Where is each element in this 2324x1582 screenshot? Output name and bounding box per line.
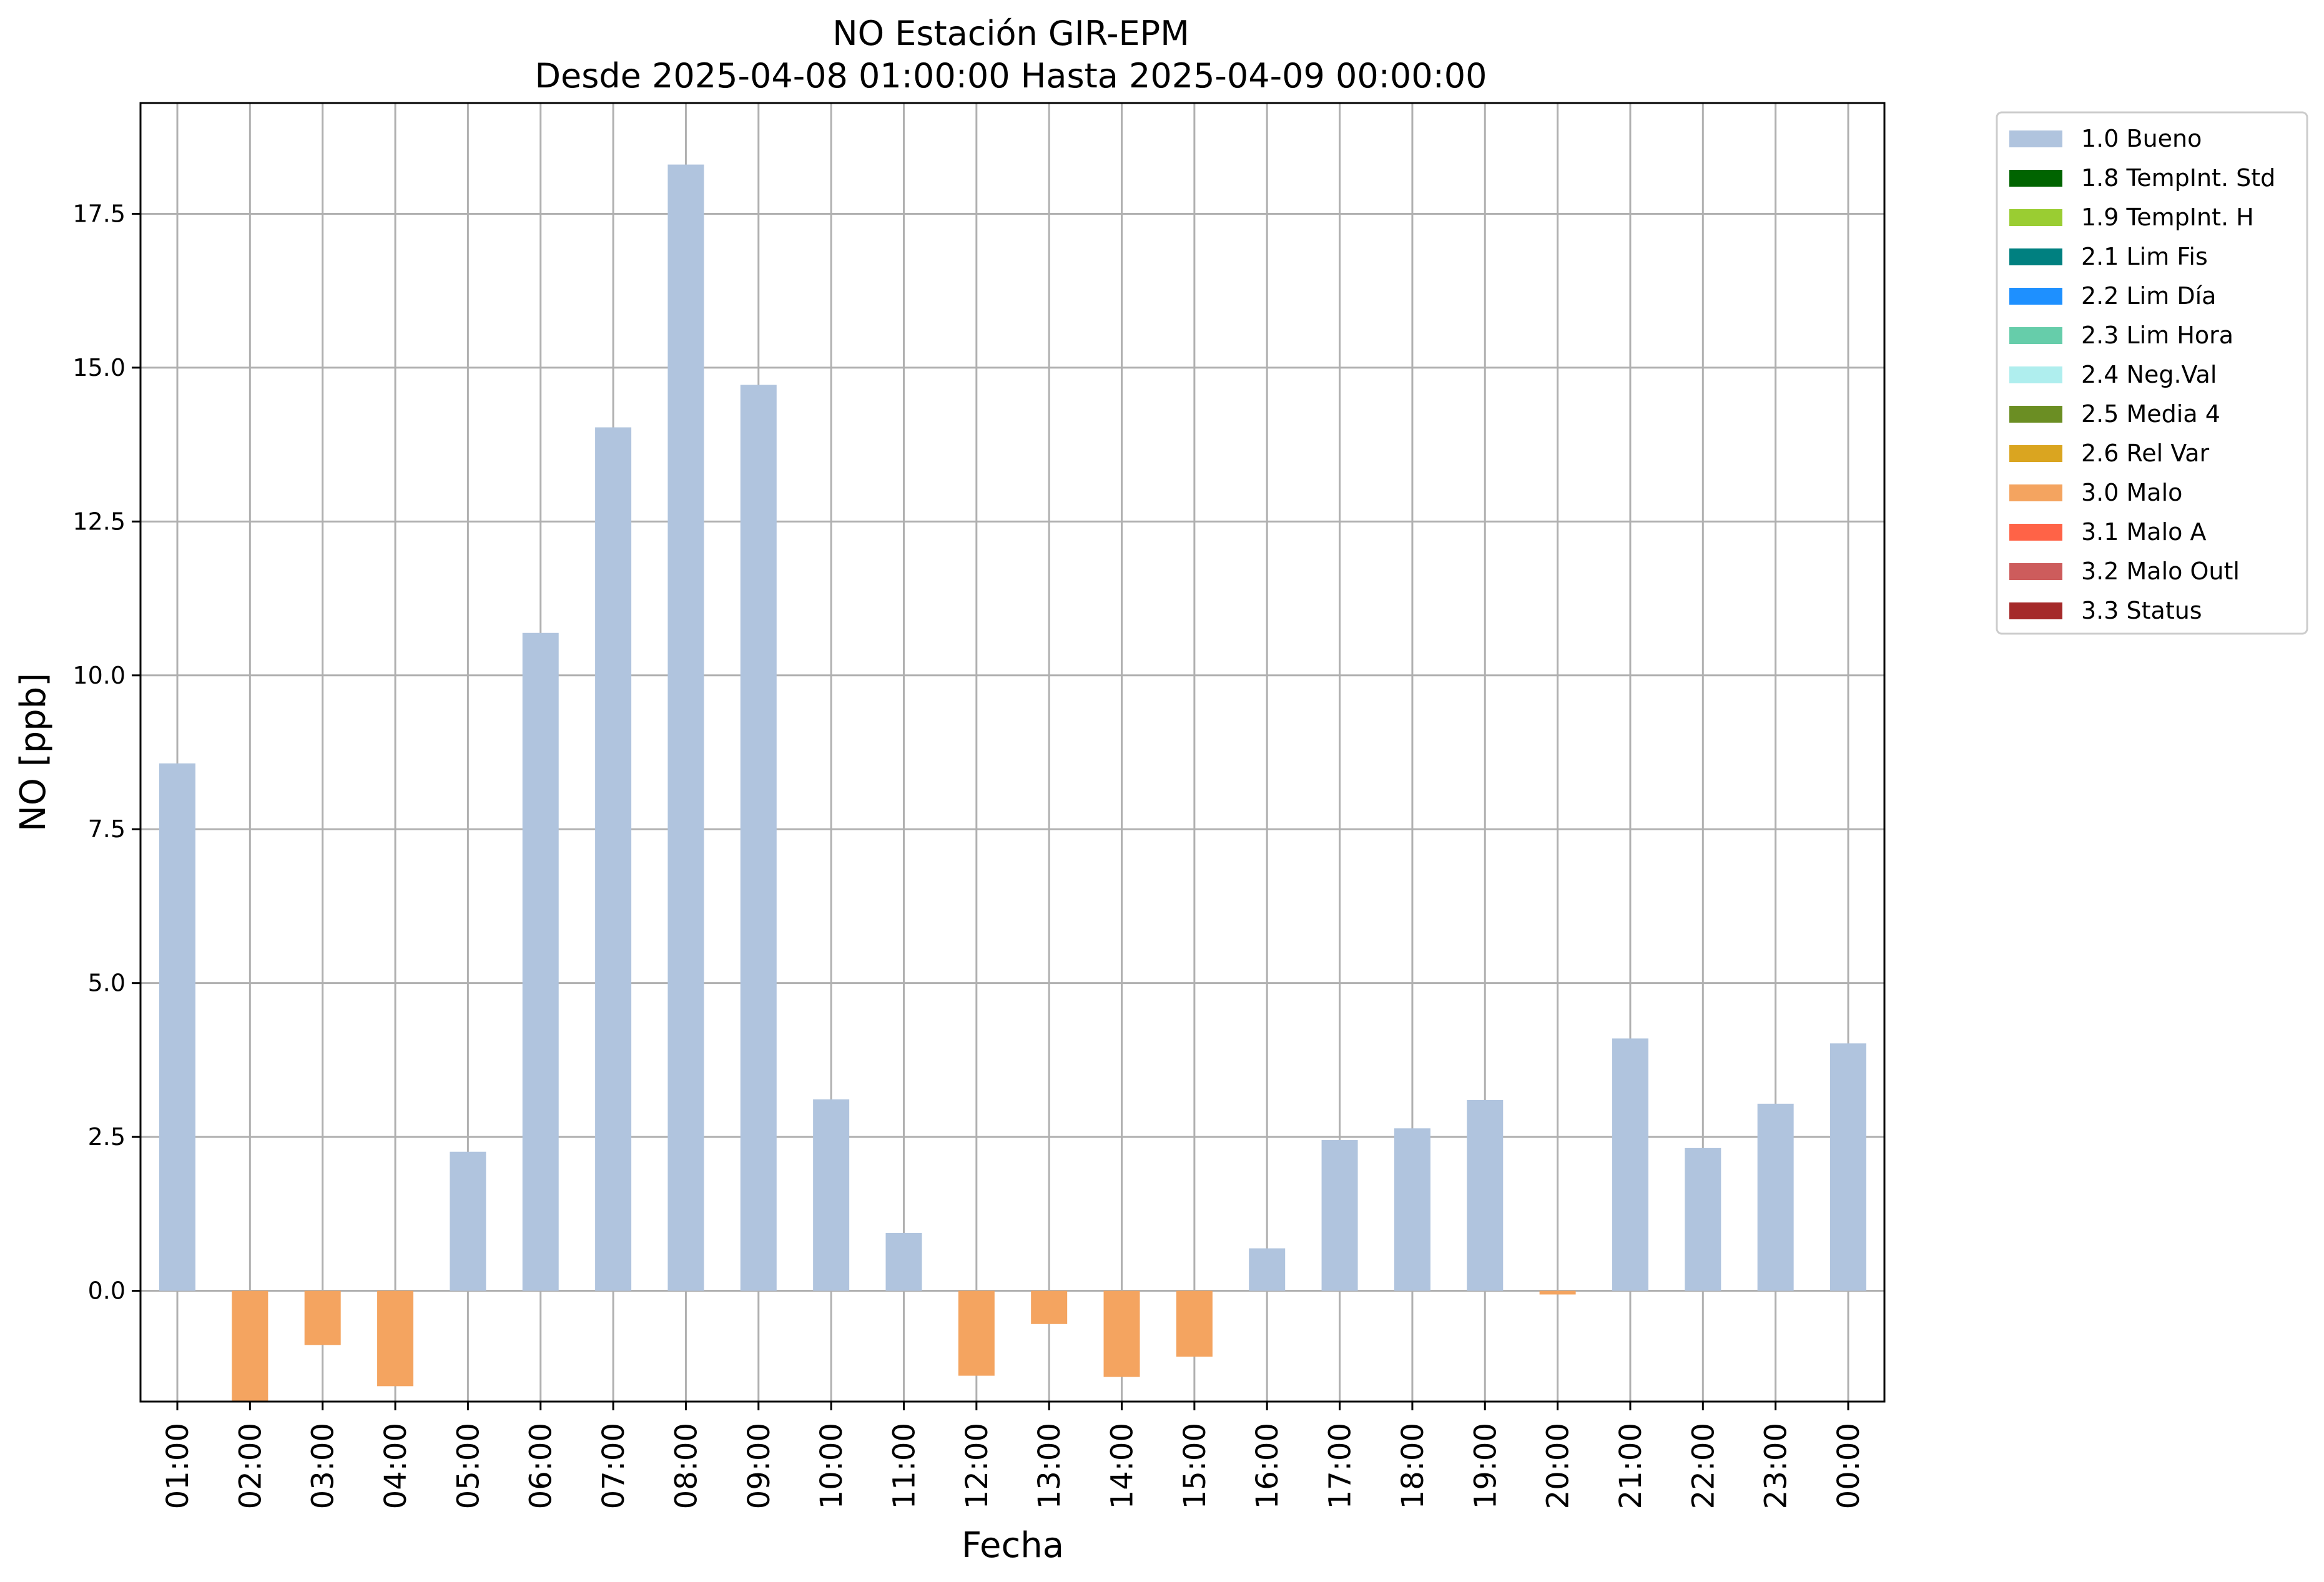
x-tick-label: 11:00 (887, 1423, 922, 1509)
legend-label: 3.2 Malo Outl (2081, 558, 2240, 585)
legend-swatch (2009, 602, 2062, 619)
bar-0600 (522, 632, 559, 1291)
legend-label: 2.5 Media 4 (2081, 400, 2220, 428)
legend-label: 1.8 TempInt. Std (2081, 164, 2275, 192)
x-tick-label: 15:00 (1178, 1423, 1213, 1509)
x-tick-label: 18:00 (1396, 1423, 1430, 1509)
legend: 1.0 Bueno 1.8 TempInt. Std 1.9 TempInt. H 2… (1996, 111, 2308, 635)
legend-label: 1.0 Bueno (2081, 125, 2202, 152)
bar-2300 (1757, 1103, 1794, 1291)
legend-label: 3.0 Malo (2081, 479, 2182, 506)
x-tick-label: 14:00 (1105, 1423, 1140, 1509)
x-tick-label: 20:00 (1541, 1423, 1576, 1509)
bar-0900 (740, 385, 777, 1291)
x-tick-label: 05:00 (451, 1423, 486, 1509)
legend-swatch (2009, 130, 2062, 147)
legend-swatch (2009, 524, 2062, 541)
x-tick-label: 03:00 (306, 1423, 341, 1509)
x-tick-label: 04:00 (378, 1423, 413, 1509)
x-tick-label: 00:00 (1831, 1423, 1866, 1509)
x-tick-label: 09:00 (742, 1423, 777, 1509)
y-tick-label: 0.0 (88, 1277, 126, 1305)
x-tick-label: 13:00 (1032, 1423, 1067, 1509)
legend-label: 2.6 Rel Var (2081, 440, 2210, 467)
x-tick-label: 16:00 (1250, 1423, 1285, 1509)
bar-2100 (1612, 1038, 1648, 1291)
legend-swatch (2009, 445, 2062, 462)
legend-swatch (2009, 366, 2062, 383)
x-tick-label: 12:00 (960, 1423, 995, 1509)
bar-2200 (1685, 1147, 1721, 1291)
bar-0100 (159, 763, 195, 1291)
plot-frame (139, 102, 1886, 1403)
legend-swatch (2009, 288, 2062, 305)
legend-swatch (2009, 209, 2062, 226)
legend-swatch (2009, 563, 2062, 580)
bar-1700 (1321, 1140, 1358, 1291)
y-tick-label: 10.0 (72, 662, 126, 689)
legend-swatch (2009, 248, 2062, 265)
bar-1400 (1103, 1290, 1140, 1377)
bar-0200 (232, 1290, 268, 1402)
bar-2000 (1539, 1290, 1576, 1295)
bar-1200 (958, 1290, 995, 1376)
legend-box (1996, 111, 2308, 635)
legend-items: 1.0 Bueno 1.8 TempInt. Std 1.9 TempInt. H 2… (2009, 125, 2275, 624)
legend-swatch (2009, 406, 2062, 423)
bar-1900 (1467, 1099, 1504, 1291)
bar-0500 (450, 1151, 486, 1291)
bar-1100 (885, 1232, 922, 1291)
x-tick-label: 22:00 (1686, 1423, 1721, 1509)
y-axis-ticks: 0.0 2.5 5.0 7.5 10.0 12.5 15.0 17.5 (72, 200, 140, 1305)
bar-1600 (1249, 1248, 1286, 1291)
legend-label: 2.4 Neg.Val (2081, 361, 2217, 388)
x-tick-label: 06:00 (524, 1423, 559, 1509)
legend-label: 2.2 Lim Día (2081, 282, 2216, 310)
bar-0400 (377, 1290, 414, 1387)
x-tick-label: 08:00 (669, 1423, 704, 1509)
legend-swatch (2009, 484, 2062, 501)
legend-label: 3.3 Status (2081, 597, 2202, 624)
x-tick-label: 07:00 (596, 1423, 631, 1509)
y-tick-label: 2.5 (88, 1123, 126, 1151)
legend-swatch (2009, 170, 2062, 187)
y-tick-label: 12.5 (72, 508, 126, 535)
y-tick-label: 17.5 (72, 200, 126, 227)
y-tick-label: 7.5 (88, 815, 126, 843)
x-tick-label: 01:00 (160, 1423, 195, 1509)
bar-1000 (813, 1099, 850, 1291)
bar-1500 (1176, 1290, 1213, 1357)
x-tick-label: 17:00 (1323, 1423, 1358, 1509)
x-tick-label: 10:00 (814, 1423, 849, 1509)
x-axis-label: Fecha (962, 1525, 1064, 1566)
y-tick-label: 15.0 (72, 354, 126, 381)
bars (159, 164, 1866, 1402)
bar-0700 (595, 427, 632, 1291)
x-tick-label: 21:00 (1613, 1423, 1648, 1509)
legend-label: 2.1 Lim Fis (2081, 243, 2208, 270)
legend-label: 2.3 Lim Hora (2081, 322, 2233, 349)
legend-label: 1.9 TempInt. H (2081, 204, 2254, 231)
y-tick-label: 5.0 (88, 970, 126, 997)
x-axis-ticks: 01:00 02:00 03:00 04:00 05:00 06:00 07:00 08:00… (160, 1402, 1866, 1509)
x-tick-label: 19:00 (1468, 1423, 1503, 1509)
legend-swatch (2009, 327, 2062, 344)
chart-subtitle: Desde 2025-04-08 01:00:00 Hasta 2025-04-… (534, 56, 1487, 96)
x-tick-label: 23:00 (1759, 1423, 1794, 1509)
bar-0800 (667, 164, 704, 1291)
bar-1300 (1031, 1290, 1068, 1324)
bar-0000 (1830, 1043, 1866, 1291)
y-axis-label: NO [ppb] (13, 673, 54, 832)
legend-label: 3.1 Malo A (2081, 518, 2206, 546)
chart-title: NO Estación GIR-EPM (832, 14, 1189, 53)
x-tick-label: 02:00 (233, 1423, 268, 1509)
bar-0300 (304, 1290, 341, 1345)
bar-1800 (1394, 1128, 1430, 1291)
